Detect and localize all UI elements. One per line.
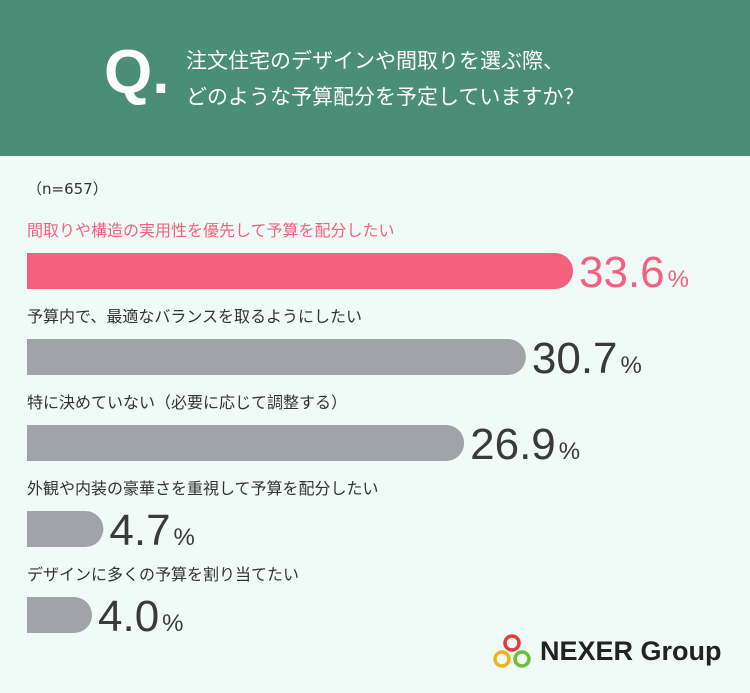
logo-text: NEXER Group	[540, 636, 722, 666]
value-label: 4.7%	[109, 506, 195, 555]
sample-size: （n=657）	[27, 180, 108, 198]
category-label: 外観や内装の豪華さを重視して予算を配分したい	[27, 479, 379, 498]
bar	[27, 339, 526, 375]
nexer-group-logo: NEXER Group	[490, 632, 740, 672]
bar	[27, 511, 104, 547]
category-label: 特に決めていない（必要に応じて調整する）	[27, 393, 347, 412]
bar	[27, 253, 573, 289]
category-label: デザインに多くの予算を割り当てたい	[27, 565, 299, 584]
value-label: 26.9%	[470, 420, 580, 469]
logo-rings-icon	[493, 634, 531, 668]
question-text-line-1: 注文住宅のデザインや間取りを選ぶ際、	[186, 49, 564, 73]
question-mark: Q.	[104, 38, 170, 107]
value-label: 4.0%	[98, 592, 184, 641]
bar	[27, 425, 465, 461]
bar	[27, 597, 92, 633]
value-label: 33.6%	[579, 248, 689, 297]
category-label: 予算内で、最適なバランスを取るようにしたい	[27, 307, 362, 326]
value-label: 30.7%	[532, 334, 642, 383]
category-label: 間取りや構造の実用性を優先して予算を配分したい	[27, 221, 395, 240]
question-text-line-2: どのような予算配分を予定していますか？	[186, 85, 585, 109]
question-header: Q. 注文住宅のデザインや間取りを選ぶ際、 どのような予算配分を予定していますか…	[0, 0, 750, 156]
